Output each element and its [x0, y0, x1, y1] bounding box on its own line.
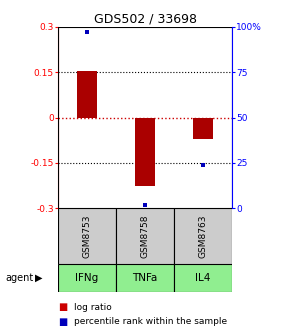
Bar [77, 71, 97, 118]
Text: log ratio: log ratio [74, 303, 112, 312]
Text: IL4: IL4 [195, 273, 211, 283]
Bar [193, 118, 213, 139]
Bar [174, 208, 232, 264]
Bar [135, 118, 155, 185]
Text: percentile rank within the sample: percentile rank within the sample [74, 318, 227, 326]
Title: GDS502 / 33698: GDS502 / 33698 [93, 13, 197, 26]
Bar [58, 264, 116, 292]
Text: GSM8753: GSM8753 [82, 214, 92, 258]
Text: GSM8763: GSM8763 [198, 214, 208, 258]
Text: ■: ■ [58, 317, 67, 327]
Text: agent: agent [6, 273, 34, 283]
Text: TNFa: TNFa [132, 273, 158, 283]
Bar [58, 208, 116, 264]
Text: ▶: ▶ [35, 273, 43, 283]
Bar [116, 208, 174, 264]
Text: IFNg: IFNg [75, 273, 99, 283]
Bar [174, 264, 232, 292]
Text: GSM8758: GSM8758 [140, 214, 150, 258]
Bar [116, 264, 174, 292]
Text: ■: ■ [58, 302, 67, 312]
